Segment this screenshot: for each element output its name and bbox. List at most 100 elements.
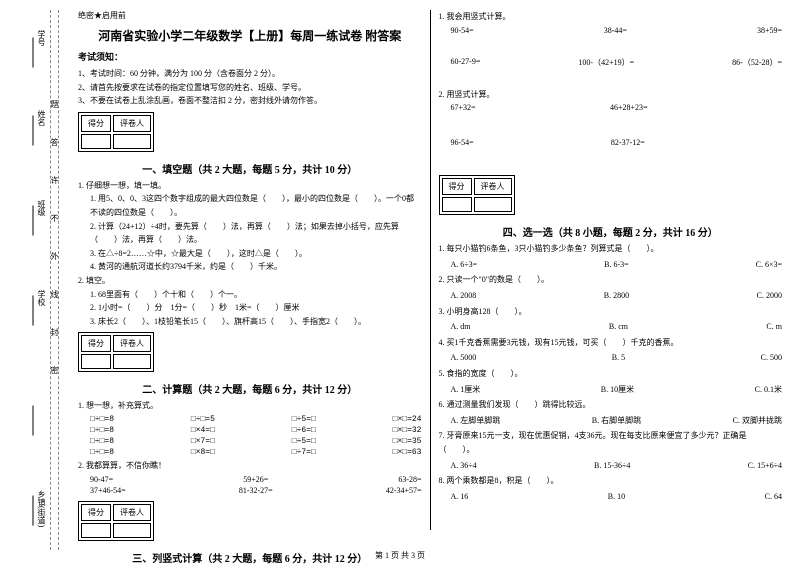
notice-title: 考试须知： (78, 50, 422, 63)
expr: □÷6=□ (292, 426, 316, 435)
expr: □÷5=□ (292, 437, 316, 446)
option: B. 10厘米 (601, 383, 634, 397)
options: A. dm B. cm C. m (439, 320, 783, 334)
option: B. 6-3= (604, 258, 629, 272)
underline (33, 38, 34, 68)
option: A. 36÷4 (451, 459, 477, 473)
option: C. 0.1米 (755, 383, 782, 397)
option: A. 16 (451, 490, 469, 504)
section-title: 二、计算题（共 2 大题，每题 6 分，共计 12 分） (78, 381, 422, 396)
expr: 38-44= (604, 26, 627, 35)
expr: □÷□=8 (90, 426, 114, 435)
expr: 38+59= (757, 26, 782, 35)
sidebar-label: 姓名 (36, 110, 47, 126)
question: 3. 小明身高128（ ）。 (439, 305, 783, 319)
expr: □×□=63 (393, 448, 422, 457)
option: A. 6÷3= (451, 258, 478, 272)
question: 8. 两个乘数都是8，积是（ ）。 (439, 474, 783, 488)
question: 7. 牙膏原来15元一支，现在优惠促销，4支36元。现在每支比原来便宜了多少元？… (439, 429, 783, 456)
section-title: 四、选一选（共 8 小题，每题 2 分，共计 16 分） (439, 224, 783, 239)
option: B. cm (609, 320, 628, 334)
option: C. 64 (765, 490, 782, 504)
option: A. 5000 (451, 351, 477, 365)
expr: □÷7=□ (292, 448, 316, 457)
options: A. 2008 B. 2800 C. 2000 (439, 289, 783, 303)
score-box: 得分评卷人 (78, 501, 154, 541)
option: C. m (766, 320, 782, 334)
expr: □×8=□ (191, 448, 215, 457)
expr: □÷□=5 (191, 415, 215, 424)
options: A. 左脚单脚跳 B. 右脚单脚跳 C. 双脚并拢跳 (439, 414, 783, 428)
options: A. 16B. 10C. 64 (439, 490, 783, 504)
expr: 37+46-54= (90, 486, 126, 495)
underline (33, 206, 34, 236)
sub-question: 1. 用5、0、0、3这四个数字组成的最大四位数是（ ），最小的四位数是（ ）。… (78, 192, 422, 219)
expr: 90-47= (90, 475, 113, 484)
question: 6. 通过测量我们发现（ ）跳得比较远。 (439, 398, 783, 412)
expr: □×7=□ (191, 437, 215, 446)
question: 1. 我会用竖式计算。 (439, 10, 783, 24)
expr: 90-54= (451, 26, 474, 35)
expr: 42-34+57= (386, 486, 422, 495)
section-title: 一、填空题（共 2 大题，每题 5 分，共计 10 分） (78, 161, 422, 176)
question: 2. 我都算算，不信你瞧！ (78, 459, 422, 473)
option: C. 双脚并拢跳 (733, 414, 782, 428)
option: C. 2000 (757, 289, 782, 303)
sidebar-label: 学号 (36, 30, 47, 46)
score-box: 得分评卷人 (78, 112, 154, 152)
expr: □÷□=8 (90, 415, 114, 424)
expr: 60-27-9= (451, 57, 481, 68)
sidebar-label: 班级 (36, 200, 47, 216)
exam-title: 河南省实验小学二年级数学【上册】每周一练试卷 附答案 (78, 27, 422, 44)
question: 2. 填空。 (78, 274, 422, 288)
sub-question: 2. 1小时=（ ）分 1分=（ ）秒 1米=（ ）厘米 (78, 301, 422, 315)
option: B. 5 (612, 351, 625, 365)
sub-question: 1. 68里面有（ ）个十和（ ）个一。 (78, 288, 422, 302)
expr: □÷□=8 (90, 448, 114, 457)
sidebar-label: 学校 (36, 290, 47, 306)
expr: □×□=35 (393, 437, 422, 446)
option: A. 左脚单脚跳 (451, 414, 501, 428)
option: A. dm (451, 320, 471, 334)
options: A. 1厘米 B. 10厘米 C. 0.1米 (439, 383, 783, 397)
option: C. 6×3= (756, 258, 782, 272)
question: 2. 用竖式计算。 (439, 88, 783, 102)
score-box: 得分评卷人 (439, 175, 515, 215)
expr: 67+32= (451, 103, 476, 112)
page-footer: 第 1 页 共 3 页 (0, 550, 800, 561)
expr: 96-54= (451, 138, 474, 147)
expr: 59+26= (243, 475, 268, 484)
option: A. 2008 (451, 289, 477, 303)
underline (33, 296, 34, 326)
expr: 86-（52-28）= (732, 57, 782, 68)
expr: □÷5=□ (292, 415, 316, 424)
underline (33, 116, 34, 146)
notice-item: 1、考试时间：60 分钟，满分为 100 分（含卷面分 2 分）。 (78, 67, 422, 81)
seal-text: 题答许不外线封密 (49, 100, 60, 404)
question: 5. 食指的宽度（ ）。 (439, 367, 783, 381)
option: B. 右脚单脚跳 (592, 414, 641, 428)
expr: □×□=32 (393, 426, 422, 435)
question: 1. 每只小猫钓6条鱼，3只小猫钓多少条鱼？列算式是（ ）。 (439, 242, 783, 256)
sub-question: 3. 床长2（ ）、1枝铅笔长15（ ）、旗杆高15（ ）、手指宽2（ ）。 (78, 315, 422, 329)
underline (33, 496, 34, 526)
expr: 46+28+23= (610, 103, 648, 112)
question: 1. 想一想，补充算式。 (78, 399, 422, 413)
expr: 82-37-12= (611, 138, 645, 147)
options: A. 36÷4 B. 15-36÷4 C. 15+6÷4 (439, 459, 783, 473)
expr: □×4=□ (191, 426, 215, 435)
expr: □×□=24 (393, 415, 422, 424)
option: C. 15+6÷4 (748, 459, 782, 473)
sidebar-label: 乡镇(街道) (36, 490, 47, 527)
option: A. 1厘米 (451, 383, 481, 397)
option: B. 15-36÷4 (594, 459, 630, 473)
underline (33, 406, 34, 436)
expr: 100-（42+19）= (578, 57, 634, 68)
sub-question: 2. 计算（24+12）÷4时，要先算（ ）法，再算（ ）法；如果去掉小括号，应… (78, 220, 422, 247)
score-box: 得分评卷人 (78, 332, 154, 372)
option: B. 2800 (604, 289, 629, 303)
expr: □÷□=8 (90, 437, 114, 446)
notice-item: 3、不要在试卷上乱涂乱画，卷面不整洁扣 2 分，密封线外请勿作答。 (78, 94, 422, 108)
question: 2. 只读一个"0"的数是（ ）。 (439, 273, 783, 287)
expr: 81-32-27= (239, 486, 273, 495)
